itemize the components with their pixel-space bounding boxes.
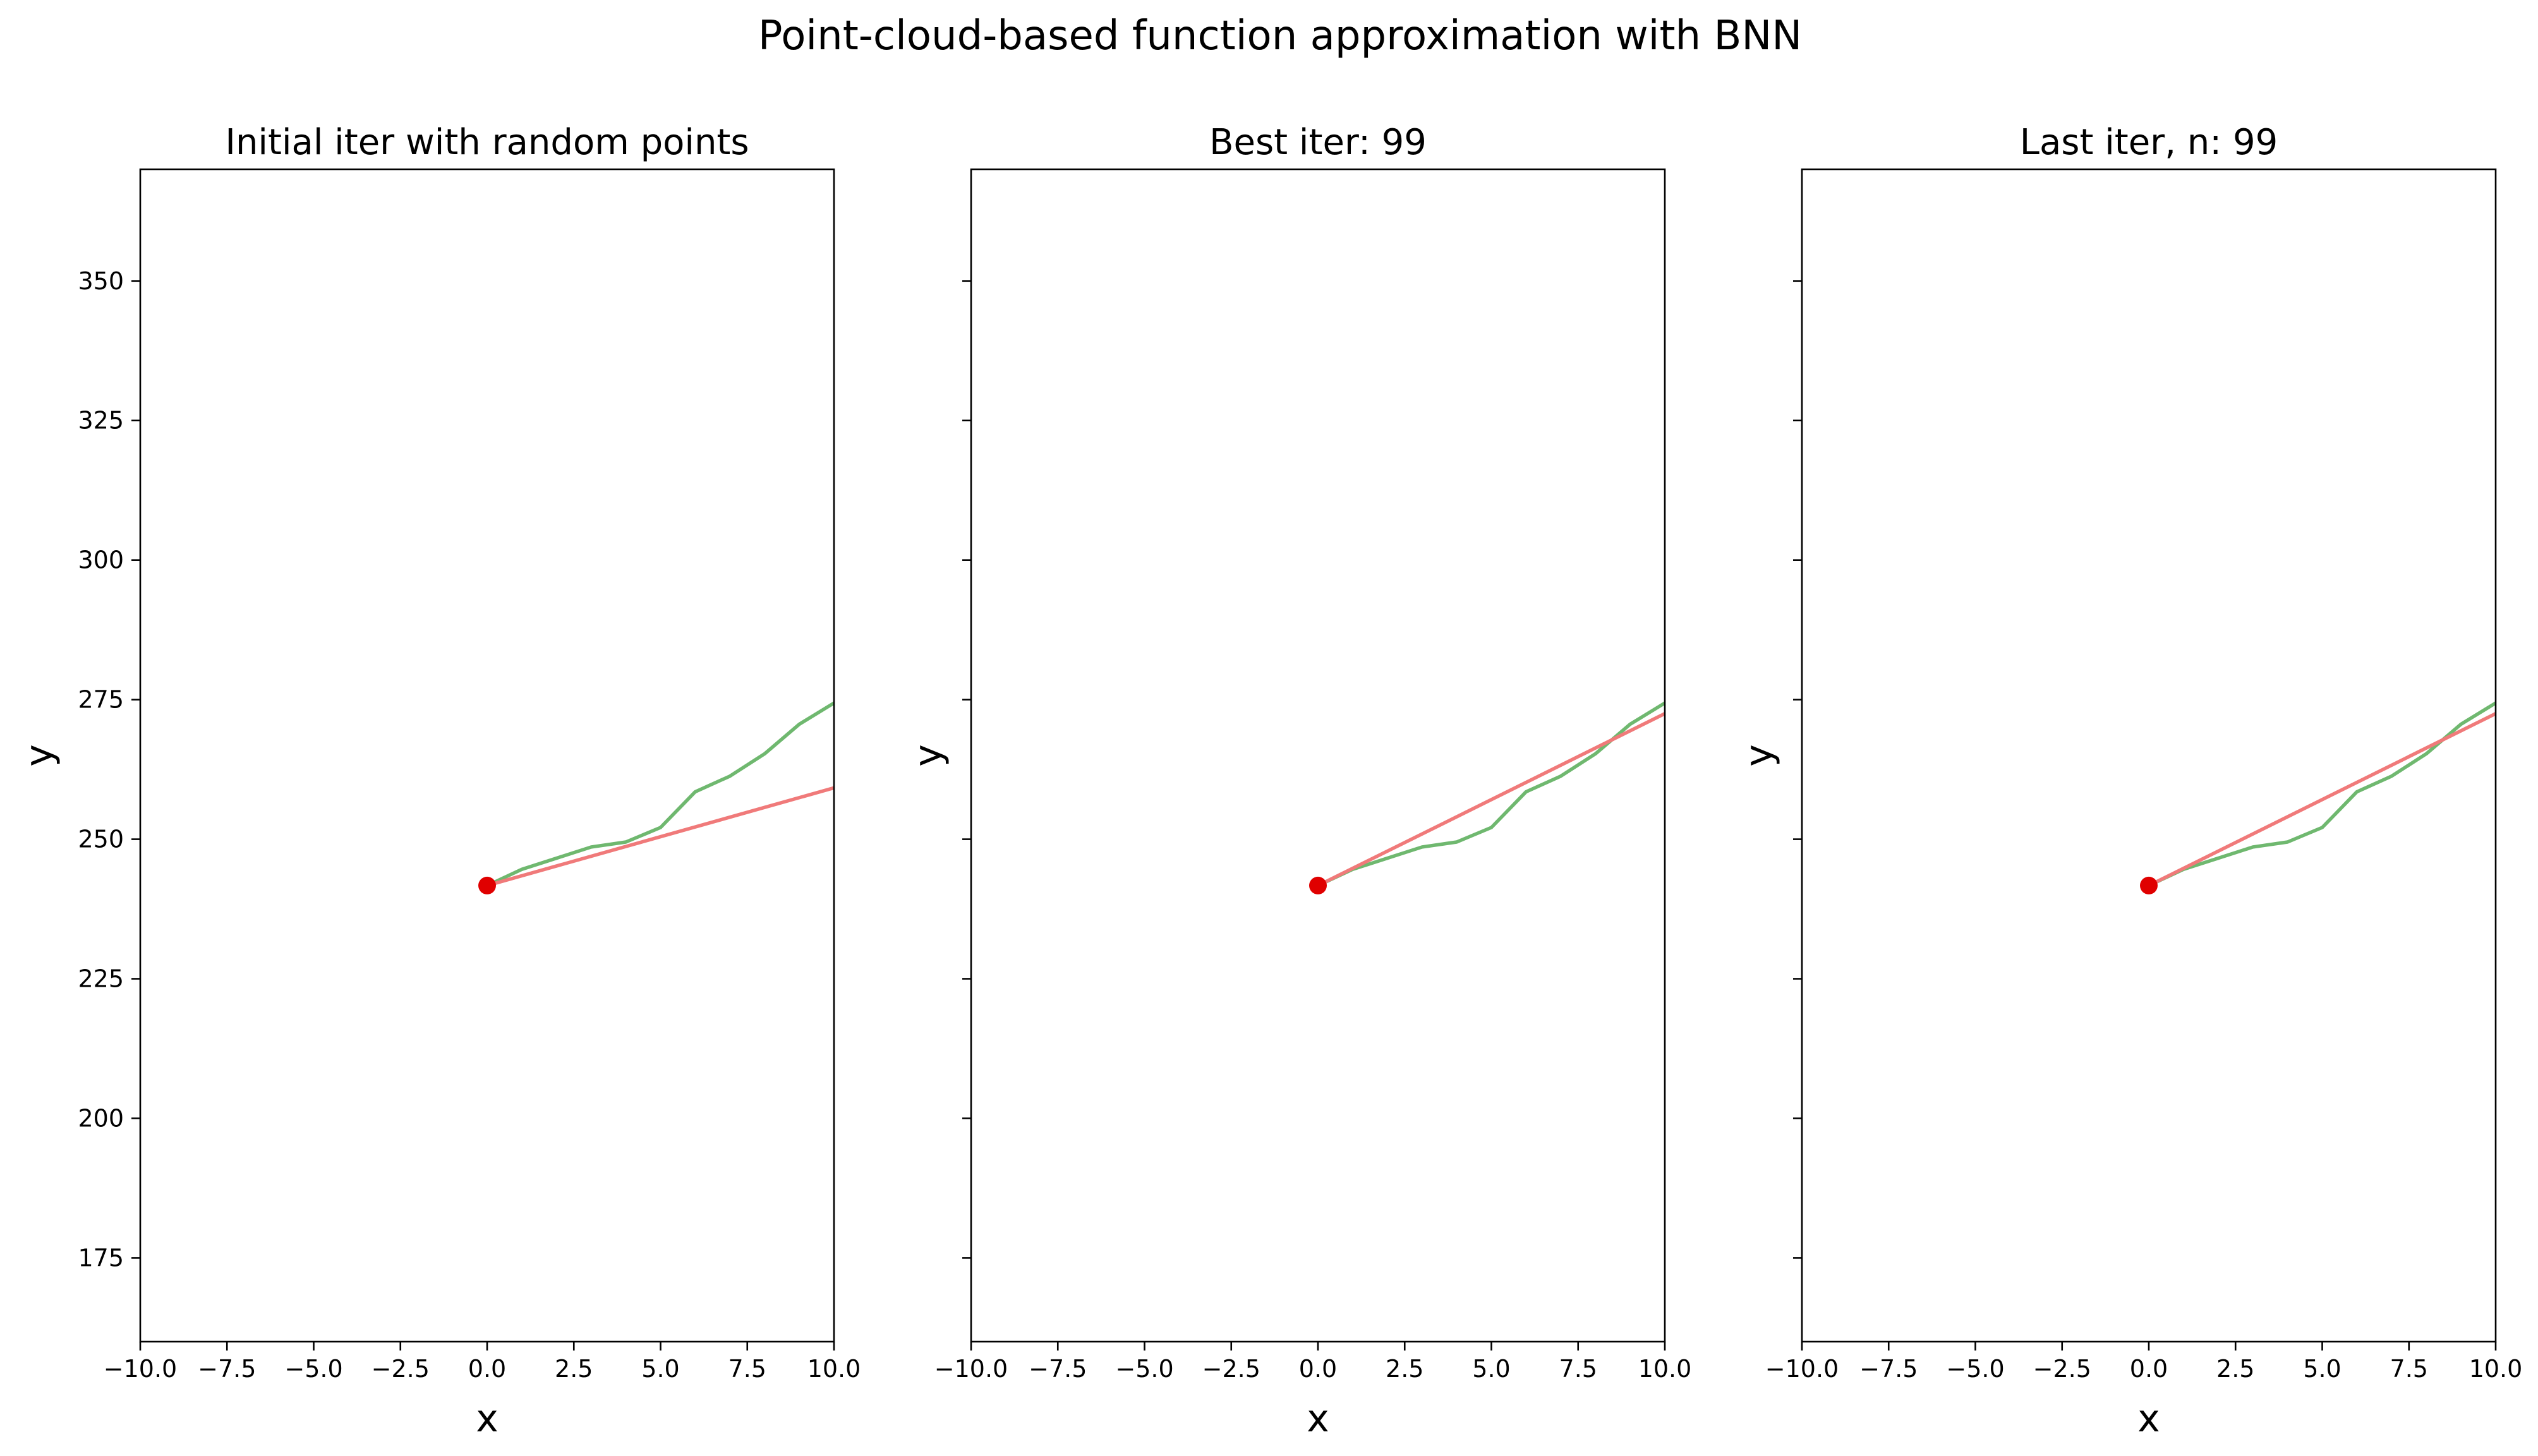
y-axis-label: y xyxy=(17,744,61,767)
plot-data xyxy=(2140,701,2496,894)
panel-title: Initial iter with random points xyxy=(225,122,749,163)
x-tick-label: −2.5 xyxy=(1202,1355,1260,1383)
x-tick-label: −10.0 xyxy=(934,1355,1008,1383)
axes-frame xyxy=(139,168,835,1343)
x-tick-label: −2.5 xyxy=(372,1355,430,1383)
x-axis-label: x xyxy=(476,1397,499,1441)
chart-panel-1: Initial iter with random points −10.0 −7.5… xyxy=(17,122,861,1441)
x-tick-label: 2.5 xyxy=(1386,1355,1423,1383)
y-tick-label: 250 xyxy=(78,826,124,853)
scatter-point xyxy=(478,876,496,894)
x-tick-label: 2.5 xyxy=(2216,1355,2254,1383)
series-line-2 xyxy=(2147,711,2496,887)
x-tick-label: 2.5 xyxy=(555,1355,593,1383)
x-tick-label: 10.0 xyxy=(1638,1355,1692,1383)
axes-frame xyxy=(970,168,1666,1343)
plot-data xyxy=(1309,701,1665,894)
x-tick-label: −7.5 xyxy=(1859,1355,1918,1383)
x-tick-label: −2.5 xyxy=(2033,1355,2091,1383)
x-tick-label: −10.0 xyxy=(1765,1355,1839,1383)
x-axis-label: x xyxy=(2137,1397,2160,1441)
y-tick-label: 200 xyxy=(78,1104,124,1132)
scatter-point xyxy=(1309,876,1327,894)
figure-suptitle: Point-cloud-based function approximation… xyxy=(758,13,1802,59)
x-tick-label: −10.0 xyxy=(104,1355,177,1383)
x-tick-label: 10.0 xyxy=(2469,1355,2523,1383)
x-tick-label: −5.0 xyxy=(1115,1355,1173,1383)
y-tick-label: 225 xyxy=(78,965,124,993)
x-tick-label: 5.0 xyxy=(641,1355,679,1383)
y-tick-label: 175 xyxy=(78,1244,124,1272)
x-tick-label: 0.0 xyxy=(468,1355,506,1383)
series-line-2 xyxy=(485,786,834,887)
y-tick-label: 275 xyxy=(78,686,124,714)
y-tick-label: 325 xyxy=(78,407,124,435)
x-tick-label: 7.5 xyxy=(1559,1355,1597,1383)
scatter-point xyxy=(2140,876,2158,894)
panel-title: Last iter, n: 99 xyxy=(2020,122,2278,163)
series-line-1 xyxy=(485,701,834,887)
y-tick-label: 300 xyxy=(78,546,124,574)
x-tick-label: 7.5 xyxy=(2390,1355,2428,1383)
series-line-2 xyxy=(1316,711,1665,887)
y-tick-label: 350 xyxy=(78,267,124,295)
x-tick-label: 0.0 xyxy=(2130,1355,2168,1383)
x-tick-label: 10.0 xyxy=(807,1355,861,1383)
panel-title: Best iter: 99 xyxy=(1209,122,1427,163)
axes-frame xyxy=(1801,168,2497,1343)
y-axis-label: y xyxy=(1737,744,1781,767)
x-axis-label: x xyxy=(1307,1397,1329,1441)
x-tick-label: −5.0 xyxy=(1946,1355,2004,1383)
x-tick-label: 0.0 xyxy=(1299,1355,1337,1383)
x-tick-label: 5.0 xyxy=(1472,1355,1510,1383)
x-tick-label: −7.5 xyxy=(198,1355,256,1383)
x-tick-label: 5.0 xyxy=(2303,1355,2341,1383)
chart-panel-3: Last iter, n: 99 −10.0 −7.5 −5.0 −2.5 0.0 2.5 5… xyxy=(1737,122,2522,1441)
x-tick-label: 7.5 xyxy=(728,1355,766,1383)
plot-data xyxy=(478,701,834,894)
y-axis-label: y xyxy=(906,744,950,767)
x-tick-label: −5.0 xyxy=(284,1355,342,1383)
x-tick-label: −7.5 xyxy=(1029,1355,1087,1383)
chart-panel-2: Best iter: 99 −10.0 −7.5 −5.0 −2.5 0.0 2.5 5.0 7… xyxy=(906,122,1691,1441)
